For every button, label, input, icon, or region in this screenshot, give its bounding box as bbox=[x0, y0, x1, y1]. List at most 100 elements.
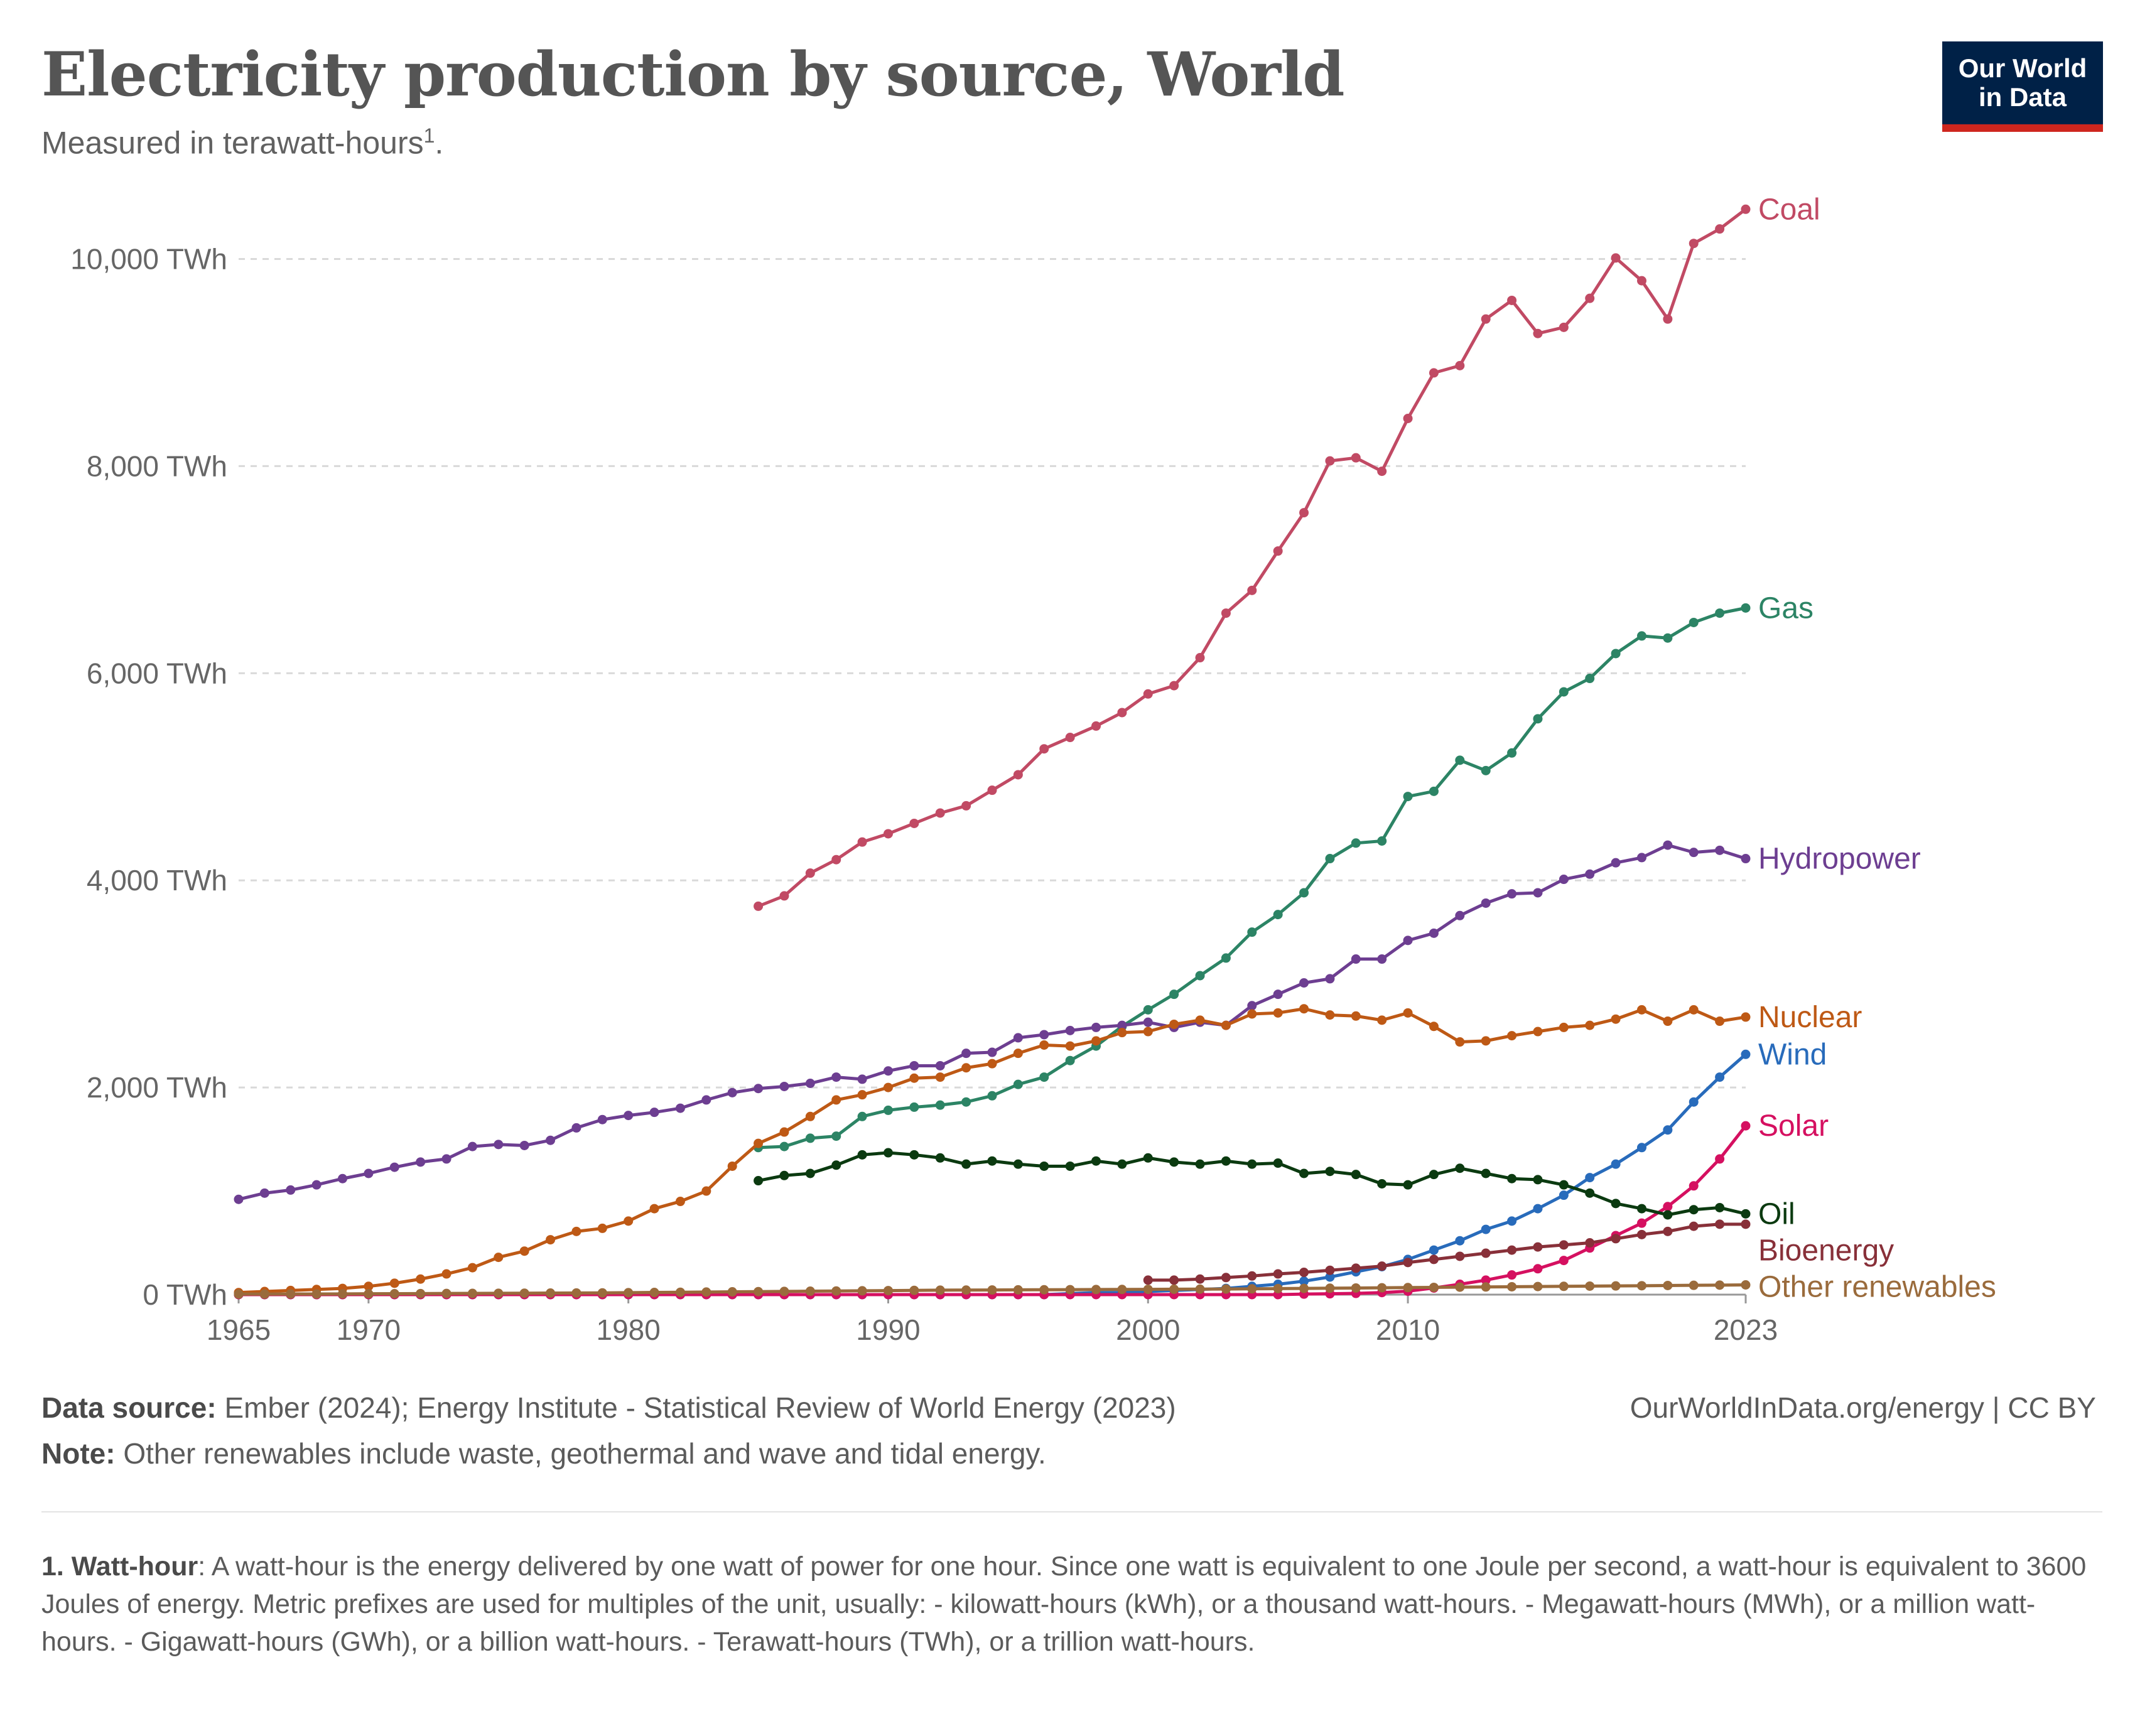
series-nuclear[interactable] bbox=[234, 1004, 1751, 1298]
series-label-hydropower[interactable]: Hydropower bbox=[1758, 843, 1921, 876]
data-point bbox=[1143, 1027, 1153, 1037]
data-point bbox=[1663, 1202, 1673, 1212]
data-point bbox=[1299, 508, 1309, 518]
series-label-solar[interactable]: Solar bbox=[1758, 1109, 1829, 1143]
data-point bbox=[1507, 1031, 1517, 1041]
data-point bbox=[909, 818, 919, 828]
data-point bbox=[1143, 1005, 1153, 1015]
data-point bbox=[727, 1161, 737, 1171]
data-point bbox=[441, 1269, 451, 1279]
data-point bbox=[1741, 603, 1751, 613]
data-point bbox=[754, 1084, 764, 1094]
data-point bbox=[1013, 1159, 1023, 1169]
data-point bbox=[364, 1168, 374, 1178]
data-point bbox=[1325, 1272, 1335, 1282]
data-point bbox=[987, 1285, 997, 1295]
data-point bbox=[1377, 466, 1387, 477]
y-tick-label: 2,000 TWh bbox=[87, 1071, 227, 1104]
data-point bbox=[1247, 1001, 1257, 1011]
data-point bbox=[1221, 1156, 1231, 1166]
data-point bbox=[675, 1197, 685, 1207]
data-point bbox=[1715, 1154, 1725, 1164]
data-point bbox=[1611, 1014, 1621, 1024]
series-label-gas[interactable]: Gas bbox=[1758, 591, 1813, 625]
data-point bbox=[624, 1111, 634, 1121]
data-point bbox=[1117, 1028, 1127, 1038]
data-point bbox=[1533, 1242, 1543, 1252]
series-coal[interactable] bbox=[754, 204, 1751, 911]
chart-subtitle: Measured in terawatt-hours1. bbox=[41, 124, 443, 161]
series-hydropower[interactable] bbox=[234, 840, 1751, 1204]
x-tick-label: 2023 bbox=[1714, 1313, 1778, 1346]
data-point bbox=[1481, 1275, 1491, 1285]
source-link[interactable]: OurWorldInData.org/energy | CC BY bbox=[1630, 1391, 2096, 1424]
series-labels: Coal Gas Hydropower Nuclear Wind Solar OilBioe… bbox=[1758, 193, 1996, 1303]
data-point bbox=[1611, 1281, 1621, 1291]
data-point bbox=[1715, 1016, 1725, 1027]
series-line bbox=[1148, 1222, 1746, 1282]
data-point bbox=[1117, 708, 1127, 718]
owid-logo[interactable]: Our World in Data bbox=[1942, 41, 2103, 132]
data-point bbox=[1715, 224, 1725, 234]
data-point bbox=[1403, 935, 1413, 946]
y-axis: 0 TWh 2,000 TWh 4,000 TWh 6,000 TWh 8,000 TW… bbox=[70, 242, 227, 1311]
data-point bbox=[1195, 653, 1205, 663]
subtitle-footnote-marker[interactable]: 1 bbox=[423, 124, 435, 147]
data-point bbox=[234, 1194, 244, 1204]
series-bioenergy[interactable] bbox=[1143, 1219, 1751, 1285]
data-point bbox=[338, 1289, 348, 1299]
series-other-renewables[interactable] bbox=[234, 1280, 1751, 1299]
data-point bbox=[1273, 546, 1283, 556]
data-point bbox=[467, 1288, 477, 1298]
data-point bbox=[1169, 1157, 1179, 1167]
data-point bbox=[1715, 1072, 1725, 1082]
data-point bbox=[1299, 1004, 1309, 1014]
data-point bbox=[987, 785, 997, 795]
data-point bbox=[935, 1100, 945, 1110]
data-point bbox=[1351, 1283, 1361, 1293]
data-point bbox=[1533, 888, 1543, 898]
data-point bbox=[1663, 1210, 1673, 1220]
data-point bbox=[1377, 1261, 1387, 1271]
data-point bbox=[883, 1286, 893, 1296]
data-point bbox=[1273, 989, 1283, 1000]
data-point bbox=[1741, 204, 1751, 214]
data-point bbox=[364, 1281, 374, 1291]
data-source-line: Data source: Ember (2024); Energy Instit… bbox=[41, 1391, 1176, 1425]
series-line bbox=[239, 1053, 1747, 1297]
data-point bbox=[1013, 1285, 1023, 1295]
data-point bbox=[649, 1204, 659, 1214]
data-point bbox=[857, 1074, 867, 1084]
series-label-other-renewables[interactable]: Other renewables bbox=[1758, 1270, 1996, 1303]
series-label-coal[interactable]: Coal bbox=[1758, 193, 1820, 226]
series-gas[interactable] bbox=[754, 603, 1751, 1153]
data-point bbox=[1585, 1238, 1595, 1248]
data-point bbox=[1169, 989, 1179, 1000]
series-label-nuclear[interactable]: Nuclear bbox=[1758, 1001, 1862, 1034]
data-point bbox=[1039, 1072, 1049, 1082]
y-tick-label: 6,000 TWh bbox=[87, 657, 227, 689]
data-point bbox=[389, 1278, 399, 1288]
data-point bbox=[1689, 848, 1699, 858]
data-point bbox=[1013, 1049, 1023, 1059]
data-point bbox=[883, 1066, 893, 1076]
data-point bbox=[1741, 1280, 1751, 1290]
data-point bbox=[1039, 1161, 1049, 1171]
subtitle-end: . bbox=[435, 125, 444, 161]
series-oil[interactable] bbox=[754, 1148, 1751, 1220]
series-label-oil[interactable]: Oil bbox=[1758, 1197, 1795, 1231]
data-point bbox=[1507, 1216, 1517, 1226]
data-point bbox=[779, 1127, 789, 1137]
data-point bbox=[779, 1170, 789, 1180]
data-point bbox=[286, 1185, 296, 1195]
data-point bbox=[441, 1288, 451, 1298]
data-point bbox=[961, 1285, 971, 1295]
data-point bbox=[1403, 792, 1413, 802]
data-point bbox=[416, 1288, 426, 1298]
data-point bbox=[1481, 1036, 1491, 1046]
series-label-wind[interactable]: Wind bbox=[1758, 1038, 1827, 1071]
series-solar[interactable] bbox=[234, 1121, 1751, 1300]
data-point bbox=[1221, 1284, 1231, 1294]
series-label-bioenergy[interactable]: Bioenergy bbox=[1758, 1234, 1894, 1267]
data-point bbox=[286, 1289, 296, 1299]
